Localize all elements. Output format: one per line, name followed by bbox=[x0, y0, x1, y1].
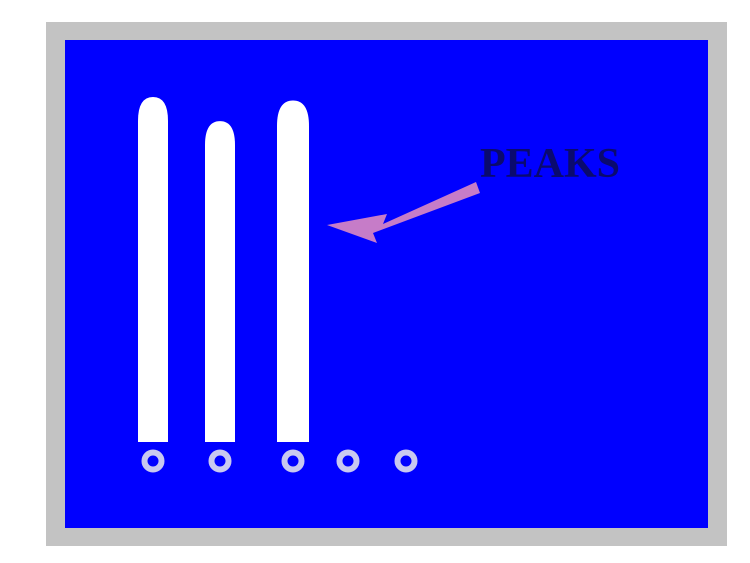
lane-3-peak bbox=[277, 100, 309, 442]
lane-5-well-icon bbox=[394, 449, 418, 473]
lane-2-well-icon bbox=[208, 449, 232, 473]
slide-frame: PEAKS bbox=[46, 22, 727, 546]
wells-group bbox=[141, 449, 418, 473]
peaks-group bbox=[138, 97, 309, 443]
lane-3-well-icon bbox=[281, 449, 305, 473]
slide-background: PEAKS bbox=[65, 40, 708, 528]
peaks-diagram: PEAKS bbox=[65, 40, 708, 528]
lane-4-well-icon bbox=[336, 449, 360, 473]
lane-1-well-icon bbox=[141, 449, 165, 473]
arrow-icon bbox=[327, 182, 480, 243]
peaks-label: PEAKS bbox=[480, 141, 620, 187]
pointer-arrow bbox=[327, 182, 480, 243]
lane-2-peak bbox=[205, 121, 235, 443]
blue-panel bbox=[65, 40, 708, 528]
lane-1-peak bbox=[138, 97, 168, 442]
